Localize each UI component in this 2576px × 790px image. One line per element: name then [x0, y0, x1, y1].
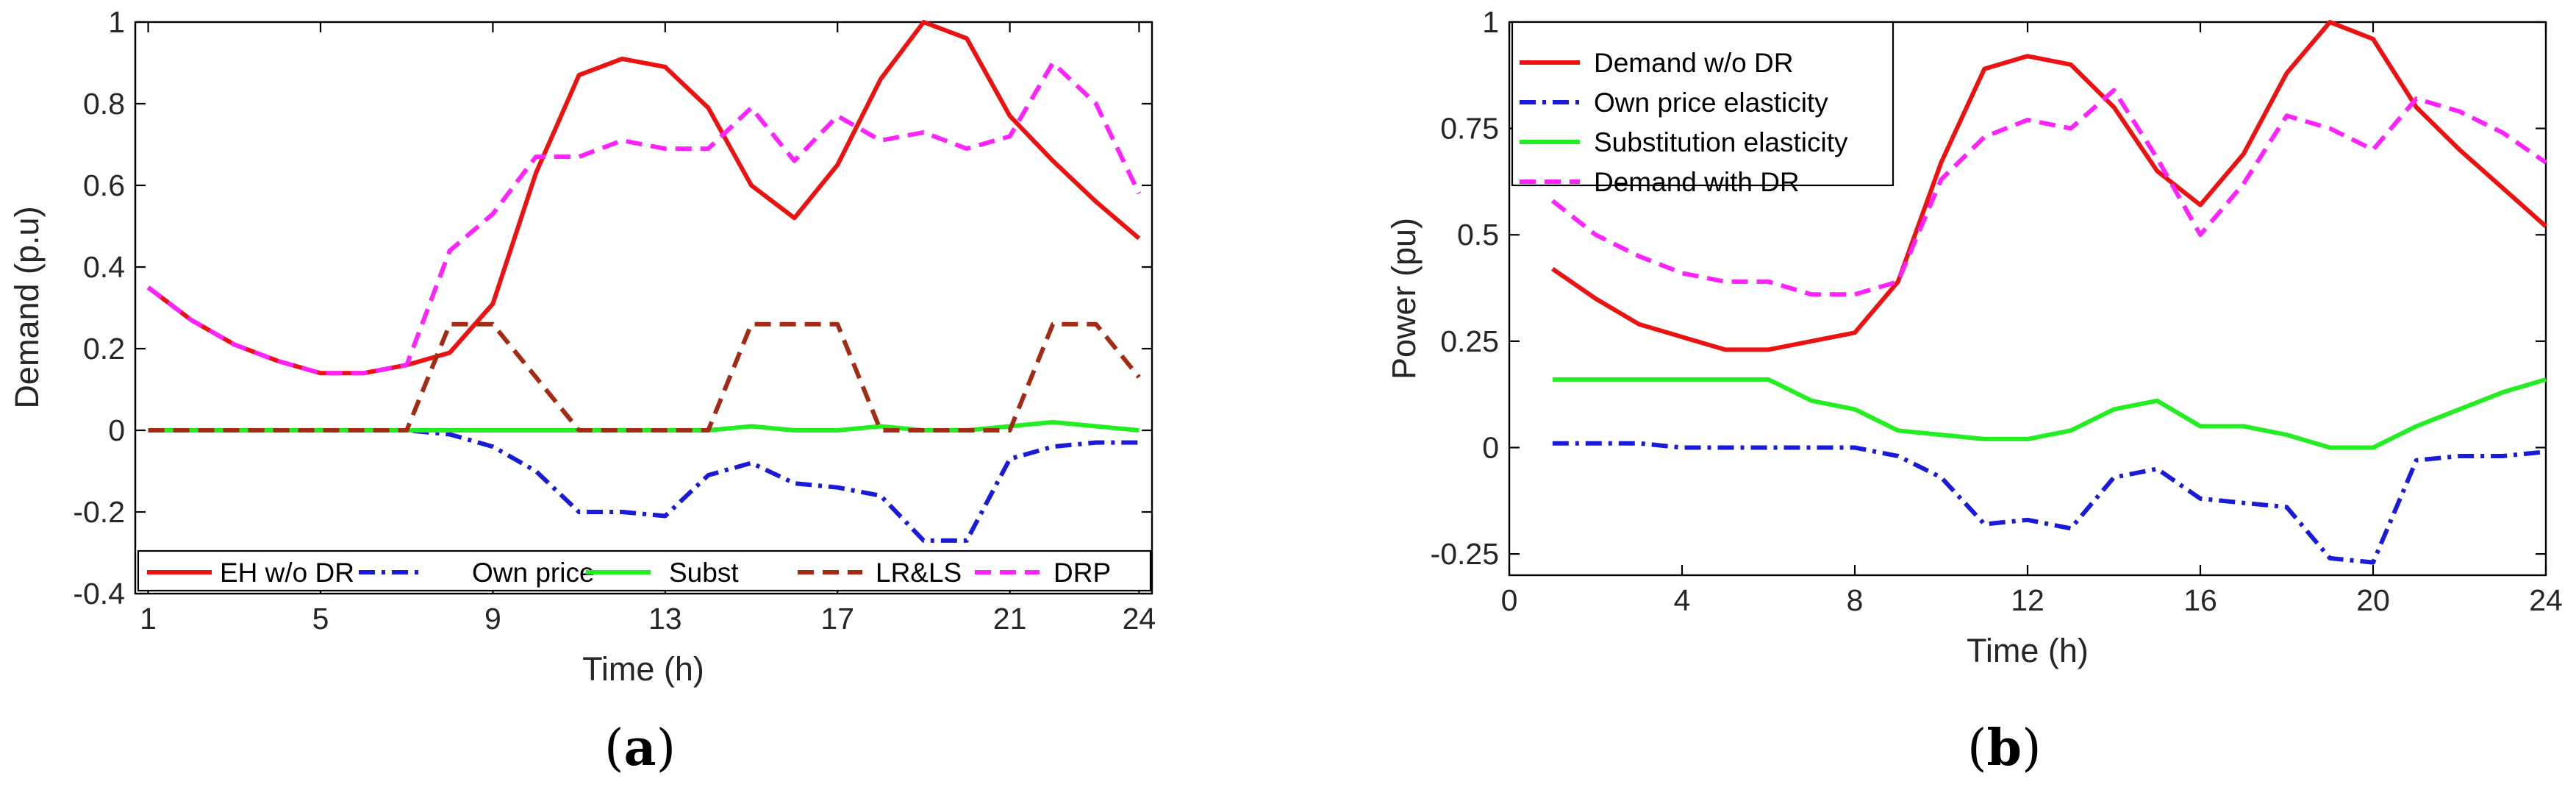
series-line-b-substitution-elasticity: [1552, 377, 2547, 450]
panel-letter-b: b: [1987, 719, 2022, 777]
y-tick-label-b-5: 1: [1482, 5, 1499, 39]
series-line-b-own-price-elasticity: [1552, 441, 2547, 565]
legend-label-a-own-price: Own price: [472, 558, 595, 588]
series-lines-b: [1550, 20, 2547, 565]
x-tick-label-b-2: 8: [1847, 583, 1864, 617]
x-tick-label-a-2: 9: [484, 602, 501, 636]
legend-label-b-substitution-elasticity: Substitution elasticity: [1594, 127, 1848, 157]
y-tick-label-a-6: 0.8: [83, 87, 125, 121]
y-tick-label-a-2: 0: [108, 413, 125, 447]
y-axis-label-b: Power (pu): [1385, 218, 1423, 380]
x-tick-label-a-0: 1: [140, 602, 157, 636]
panel-label-a: (a): [604, 719, 676, 777]
legend-label-a-eh-w-o-dr: EH w/o DR: [220, 558, 354, 588]
x-tick-label-b-1: 4: [1674, 583, 1691, 617]
y-tick-label-b-2: 0.25: [1440, 324, 1499, 358]
panel-letter-a: a: [624, 719, 656, 777]
y-tick-label-b-1: 0: [1482, 430, 1499, 464]
panel-label-b: (b): [1967, 719, 2042, 777]
y-tick-label-b-3: 0.5: [1457, 218, 1499, 252]
x-tick-label-b-4: 16: [2183, 583, 2217, 617]
series-line-a-drp: [146, 60, 1142, 376]
legend-a: EH w/o DR Own price Subst LR&LS DRP: [137, 549, 1152, 592]
legend-b: Demand w/o DR Own price elasticity Substit…: [1511, 21, 1895, 197]
x-tick-label-a-5: 21: [993, 602, 1027, 636]
y-axis-label-a: Demand (p.u): [8, 206, 46, 408]
series-line-b-demand-with-dr: [1550, 88, 2547, 297]
x-tick-label-b-6: 24: [2529, 583, 2563, 617]
x-tick-label-a-3: 13: [648, 602, 682, 636]
series-line-b-demand-w-o-dr: [1551, 20, 2547, 352]
x-tick-label-b-5: 20: [2356, 583, 2390, 617]
y-tick-label-a-1: -0.2: [73, 495, 125, 529]
x-tick-label-b-3: 12: [2011, 583, 2044, 617]
x-axis-label-b: Time (h): [1967, 632, 2089, 669]
y-tick-label-a-4: 0.4: [83, 250, 125, 284]
legend-label-a-drp: DRP: [1053, 558, 1111, 588]
legend-label-b-own-price-elasticity: Own price elasticity: [1594, 88, 1828, 118]
axis-ticks-a: 1 5 9 13 17 21 24 -0.4 -0.2 0 0.2 0.4 0.6 0.8 1: [73, 5, 1156, 636]
x-axis-label-a: Time (h): [582, 650, 704, 688]
y-tick-label-a-3: 0.2: [83, 332, 125, 366]
series-line-a-lr-ls: [148, 321, 1141, 433]
y-tick-label-a-0: -0.4: [73, 577, 125, 611]
legend-label-b-demand-w-o-dr: Demand w/o DR: [1594, 48, 1793, 78]
x-tick-label-a-6: 24: [1123, 602, 1156, 636]
x-tick-label-a-1: 5: [312, 602, 329, 636]
y-tick-label-b-0: -0.25: [1431, 537, 1499, 571]
legend-label-b-demand-with-dr: Demand with DR: [1594, 167, 1800, 197]
chart-panel-a: 1 5 9 13 17 21 24 -0.4 -0.2 0 0.2 0.4 0.6 0.8 1 EH w/o…: [8, 5, 1156, 777]
series-line-a-own-price: [148, 428, 1139, 543]
x-tick-label-b-0: 0: [1501, 583, 1518, 617]
legend-label-a-subst: Subst: [669, 558, 739, 588]
y-tick-label-a-5: 0.6: [83, 168, 125, 202]
y-tick-label-b-4: 0.75: [1440, 112, 1499, 146]
series-lines-a: [146, 20, 1142, 543]
legend-label-a-lr-ls: LR&LS: [876, 558, 962, 588]
x-tick-label-a-4: 17: [820, 602, 854, 636]
y-tick-label-a-7: 1: [108, 5, 125, 39]
plot-area-a: [134, 21, 1153, 595]
